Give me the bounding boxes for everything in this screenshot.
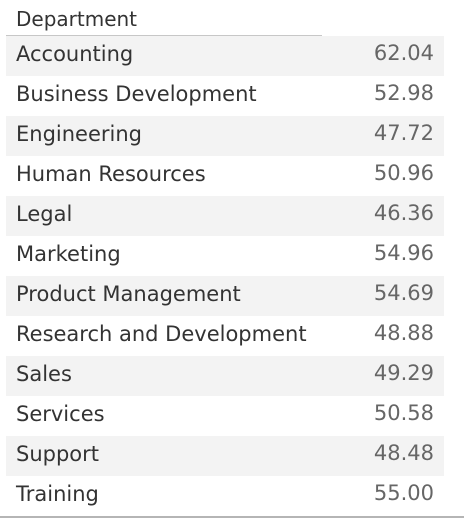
department-name-cell: Accounting xyxy=(16,42,134,66)
value-cell: 54.69 xyxy=(373,281,434,305)
value-cell: 48.48 xyxy=(373,441,434,465)
value-cell: 52.98 xyxy=(373,81,434,105)
department-name-cell: Legal xyxy=(16,202,73,226)
department-name-cell: Engineering xyxy=(16,122,142,146)
value-cell: 46.36 xyxy=(373,201,434,225)
header-divider xyxy=(6,35,322,36)
department-name-cell: Human Resources xyxy=(16,162,206,186)
table-row: Training 55.00 xyxy=(6,476,444,516)
department-name-cell: Product Management xyxy=(16,282,241,306)
department-name-cell: Training xyxy=(16,482,99,506)
table-body: Accounting 62.04 Business Development 52.98… xyxy=(6,36,444,516)
table-header: Department xyxy=(6,0,444,36)
department-name-cell: Research and Development xyxy=(16,322,307,346)
value-cell: 48.88 xyxy=(373,321,434,345)
table-row: Business Development 52.98 xyxy=(6,76,444,116)
table-row: Marketing 54.96 xyxy=(6,236,444,276)
value-cell: 62.04 xyxy=(373,41,434,65)
data-table: Department Accounting 62.04 Business Devel… xyxy=(6,0,444,516)
department-name-cell: Services xyxy=(16,402,105,426)
table-row: Human Resources 50.96 xyxy=(6,156,444,196)
department-name-cell: Sales xyxy=(16,362,72,386)
department-name-cell: Support xyxy=(16,442,100,466)
table-row: Sales 49.29 xyxy=(6,356,444,396)
table-row: Product Management 54.69 xyxy=(6,276,444,316)
department-column-header: Department xyxy=(16,7,138,31)
department-name-cell: Marketing xyxy=(16,242,121,266)
table-row: Engineering 47.72 xyxy=(6,116,444,156)
table-row: Research and Development 48.88 xyxy=(6,316,444,356)
value-cell: 50.58 xyxy=(373,401,434,425)
value-cell: 47.72 xyxy=(373,121,434,145)
value-cell: 55.00 xyxy=(373,481,434,505)
table-row: Services 50.58 xyxy=(6,396,444,436)
value-cell: 50.96 xyxy=(373,161,434,185)
table-bottom-divider xyxy=(0,516,464,518)
department-name-cell: Business Development xyxy=(16,82,257,106)
value-cell: 49.29 xyxy=(373,361,434,385)
value-cell: 54.96 xyxy=(373,241,434,265)
table-row: Legal 46.36 xyxy=(6,196,444,236)
table-row: Accounting 62.04 xyxy=(6,36,444,76)
table-row: Support 48.48 xyxy=(6,436,444,476)
